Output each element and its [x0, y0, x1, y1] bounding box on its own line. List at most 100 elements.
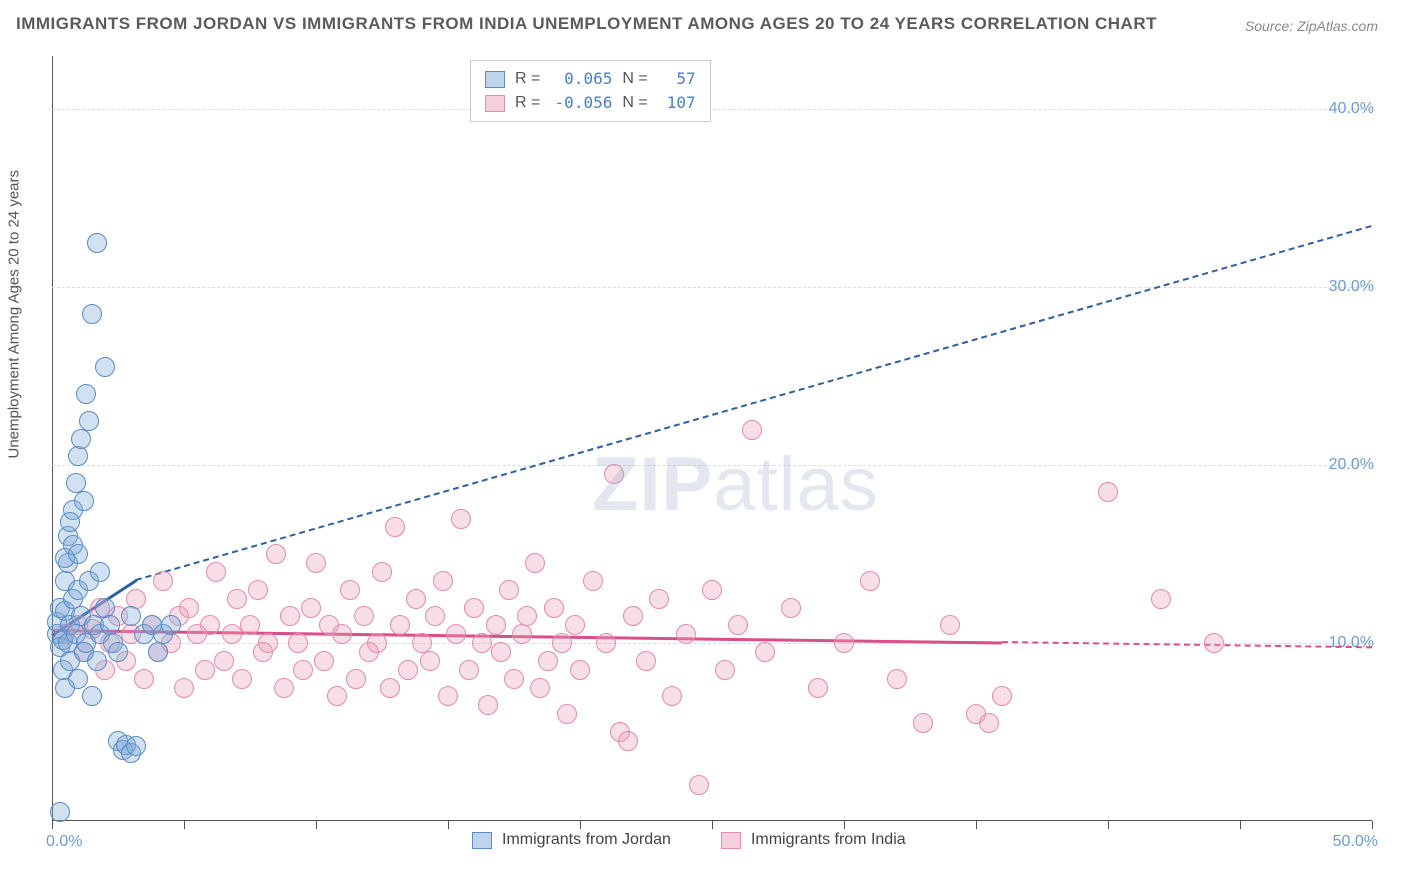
scatter-point: [649, 589, 669, 609]
correlation-legend-row: R = -0.056 N = 107: [485, 91, 696, 115]
trendline-extrapolated: [136, 225, 1372, 581]
scatter-point: [557, 704, 577, 724]
scatter-point: [425, 606, 445, 626]
scatter-point: [293, 660, 313, 680]
scatter-point: [346, 669, 366, 689]
correlation-legend-row: R = 0.065 N = 57: [485, 67, 696, 91]
scatter-point: [486, 615, 506, 635]
scatter-point: [367, 633, 387, 653]
scatter-point: [702, 580, 722, 600]
x-tick: [1240, 821, 1241, 829]
scatter-point: [544, 598, 564, 618]
series-legend: Immigrants from Jordan Immigrants from I…: [472, 831, 906, 849]
scatter-point: [195, 660, 215, 680]
r-label: R =: [515, 91, 540, 115]
scatter-point: [715, 660, 735, 680]
scatter-point: [74, 491, 94, 511]
scatter-point: [491, 642, 511, 662]
scatter-point: [134, 669, 154, 689]
x-tick: [316, 821, 317, 829]
scatter-point: [1204, 633, 1224, 653]
scatter-point: [258, 633, 278, 653]
n-label: N =: [622, 67, 647, 91]
scatter-point: [689, 775, 709, 795]
scatter-point: [108, 642, 128, 662]
n-value: 107: [658, 91, 696, 115]
r-value: -0.056: [550, 91, 612, 115]
scatter-point: [372, 562, 392, 582]
correlation-legend: R = 0.065 N = 57 R = -0.056 N = 107: [470, 60, 711, 122]
scatter-point: [280, 606, 300, 626]
scatter-point: [1098, 482, 1118, 502]
scatter-point: [340, 580, 360, 600]
scatter-point: [472, 633, 492, 653]
scatter-point: [596, 633, 616, 653]
scatter-point: [288, 633, 308, 653]
scatter-point: [232, 669, 252, 689]
scatter-point: [464, 598, 484, 618]
scatter-point: [530, 678, 550, 698]
scatter-point: [451, 509, 471, 529]
scatter-point: [887, 669, 907, 689]
scatter-point: [50, 802, 70, 822]
series-legend-label: Immigrants from India: [751, 831, 906, 849]
scatter-point: [68, 669, 88, 689]
x-tick: [1372, 821, 1373, 829]
scatter-point: [385, 517, 405, 537]
scatter-point: [179, 598, 199, 618]
scatter-point: [913, 713, 933, 733]
scatter-point: [354, 606, 374, 626]
scatter-point: [459, 660, 479, 680]
scatter-point: [214, 651, 234, 671]
x-tick-label: 0.0%: [46, 833, 82, 851]
scatter-point: [1151, 589, 1171, 609]
scatter-point: [153, 571, 173, 591]
scatter-point: [314, 651, 334, 671]
series-legend-item: Immigrants from India: [721, 831, 906, 849]
legend-swatch-blue: [472, 832, 492, 849]
scatter-point: [504, 669, 524, 689]
scatter-point: [161, 615, 181, 635]
scatter-point: [121, 606, 141, 626]
scatter-point: [174, 678, 194, 698]
scatter-point: [206, 562, 226, 582]
n-value: 57: [658, 67, 696, 91]
series-legend-label: Immigrants from Jordan: [502, 831, 671, 849]
scatter-point: [87, 651, 107, 671]
scatter-point: [834, 633, 854, 653]
watermark: ZIPatlas: [592, 441, 879, 528]
chart-title: IMMIGRANTS FROM JORDAN VS IMMIGRANTS FRO…: [16, 14, 1157, 34]
y-tick-label: 10.0%: [1329, 634, 1374, 652]
scatter-point: [992, 686, 1012, 706]
scatter-point: [623, 606, 643, 626]
scatter-point: [390, 615, 410, 635]
scatter-point: [618, 731, 638, 751]
legend-swatch-pink: [721, 832, 741, 849]
gridline: [52, 465, 1372, 466]
x-tick: [976, 821, 977, 829]
scatter-point: [266, 544, 286, 564]
y-tick-label: 20.0%: [1329, 456, 1374, 474]
scatter-point: [301, 598, 321, 618]
x-tick: [52, 821, 53, 829]
scatter-point: [148, 642, 168, 662]
r-value: 0.065: [550, 67, 612, 91]
legend-swatch-blue: [485, 71, 505, 88]
gridline: [52, 287, 1372, 288]
scatter-point: [940, 615, 960, 635]
scatter-point: [398, 660, 418, 680]
scatter-point: [68, 544, 88, 564]
scatter-point: [604, 464, 624, 484]
x-tick: [1108, 821, 1109, 829]
scatter-point: [570, 660, 590, 680]
x-tick: [580, 821, 581, 829]
scatter-point: [583, 571, 603, 591]
scatter-point: [478, 695, 498, 715]
n-label: N =: [622, 91, 647, 115]
scatter-point: [222, 624, 242, 644]
scatter-point: [517, 606, 537, 626]
scatter-point: [406, 589, 426, 609]
scatter-point: [274, 678, 294, 698]
x-tick: [712, 821, 713, 829]
scatter-point: [499, 580, 519, 600]
